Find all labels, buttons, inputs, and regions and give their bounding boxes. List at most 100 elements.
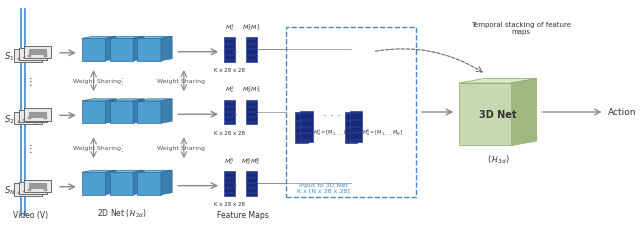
FancyBboxPatch shape [246, 100, 257, 125]
FancyBboxPatch shape [39, 57, 42, 59]
Polygon shape [512, 79, 536, 146]
Text: ⋮: ⋮ [117, 77, 125, 86]
Text: Feature Maps: Feature Maps [217, 210, 269, 219]
Text: ...: ... [232, 47, 238, 53]
Text: $M_2^N M_3^N$: $M_2^N M_3^N$ [241, 155, 261, 166]
Text: ⋮: ⋮ [26, 76, 35, 86]
Polygon shape [133, 171, 144, 195]
Polygon shape [138, 101, 161, 124]
Text: $S_1$: $S_1$ [4, 51, 15, 63]
Polygon shape [82, 39, 106, 61]
FancyBboxPatch shape [44, 189, 47, 191]
FancyBboxPatch shape [24, 180, 51, 192]
Text: $M_a^1=[M_{1,...,}M_N]$: $M_a^1=[M_{1,...,}M_N]$ [312, 127, 353, 138]
Text: $M_c^2$: $M_c^2$ [225, 84, 235, 95]
FancyBboxPatch shape [18, 122, 21, 123]
FancyBboxPatch shape [29, 50, 47, 56]
Polygon shape [109, 37, 144, 39]
Polygon shape [106, 171, 116, 195]
Polygon shape [109, 99, 144, 101]
FancyBboxPatch shape [24, 185, 42, 191]
Text: Input to 3D Net
K x [N x 28 x 28]: Input to 3D Net K x [N x 28 x 28] [297, 182, 349, 193]
Text: K x 28 x 28: K x 28 x 28 [214, 68, 245, 73]
Polygon shape [82, 101, 106, 124]
Text: Temporal stacking of feature
maps: Temporal stacking of feature maps [471, 22, 571, 34]
Polygon shape [161, 99, 172, 124]
FancyBboxPatch shape [44, 118, 47, 120]
Polygon shape [82, 171, 116, 173]
FancyBboxPatch shape [224, 171, 236, 196]
Text: $M_c^N$: $M_c^N$ [224, 155, 235, 166]
FancyBboxPatch shape [295, 112, 308, 144]
FancyBboxPatch shape [39, 191, 42, 193]
Text: Weight Sharing: Weight Sharing [73, 146, 121, 151]
Text: $M_a^K=[M_{1,...,}M_N]$: $M_a^K=[M_{1,...,}M_N]$ [362, 127, 403, 138]
Polygon shape [82, 173, 106, 195]
Text: . . .: . . . [323, 108, 341, 117]
Text: ⋮: ⋮ [26, 143, 35, 153]
FancyBboxPatch shape [14, 184, 42, 196]
FancyBboxPatch shape [28, 118, 31, 120]
Polygon shape [133, 37, 144, 61]
Text: Weight Sharing: Weight Sharing [157, 79, 205, 84]
Text: ...: ... [232, 181, 238, 187]
Polygon shape [109, 39, 133, 61]
Polygon shape [459, 79, 536, 84]
FancyBboxPatch shape [29, 112, 47, 118]
Text: ($\mathcal{H}_{3d}$): ($\mathcal{H}_{3d}$) [486, 153, 509, 165]
Text: Weight Sharing: Weight Sharing [157, 146, 205, 151]
Text: Action: Action [607, 108, 636, 117]
Text: 3D Net: 3D Net [479, 110, 516, 120]
Polygon shape [161, 37, 172, 61]
FancyBboxPatch shape [345, 112, 357, 144]
FancyBboxPatch shape [19, 187, 36, 193]
Text: K x 28 x 28: K x 28 x 28 [214, 130, 245, 135]
FancyBboxPatch shape [300, 111, 312, 142]
FancyBboxPatch shape [44, 56, 47, 57]
FancyBboxPatch shape [23, 120, 26, 122]
Text: ⋮: ⋮ [117, 144, 125, 153]
FancyBboxPatch shape [24, 47, 51, 59]
FancyBboxPatch shape [28, 189, 31, 191]
FancyBboxPatch shape [224, 100, 236, 125]
Polygon shape [138, 99, 172, 101]
FancyBboxPatch shape [34, 193, 37, 194]
Polygon shape [138, 171, 172, 173]
Polygon shape [109, 173, 133, 195]
Polygon shape [109, 171, 144, 173]
FancyBboxPatch shape [24, 109, 51, 121]
Polygon shape [106, 99, 116, 124]
Text: $M_2^1 M_3^1$: $M_2^1 M_3^1$ [242, 22, 260, 32]
Polygon shape [138, 39, 161, 61]
Text: $M_c^1$: $M_c^1$ [225, 22, 235, 32]
Polygon shape [106, 37, 116, 61]
FancyBboxPatch shape [14, 112, 42, 125]
Polygon shape [138, 37, 172, 39]
FancyBboxPatch shape [246, 38, 257, 63]
FancyBboxPatch shape [23, 57, 26, 59]
FancyBboxPatch shape [24, 114, 42, 120]
Text: $S_N$: $S_N$ [4, 184, 16, 196]
FancyBboxPatch shape [349, 111, 362, 142]
Polygon shape [161, 171, 172, 195]
FancyBboxPatch shape [19, 53, 36, 60]
FancyBboxPatch shape [18, 59, 21, 61]
FancyBboxPatch shape [23, 191, 26, 193]
Text: Weight Sharing: Weight Sharing [73, 79, 121, 84]
Text: $S_2$: $S_2$ [4, 113, 15, 125]
FancyBboxPatch shape [246, 171, 257, 196]
FancyBboxPatch shape [28, 56, 31, 57]
Polygon shape [133, 99, 144, 124]
FancyBboxPatch shape [29, 183, 47, 189]
Polygon shape [459, 84, 512, 146]
Text: K x 28 x 28: K x 28 x 28 [214, 201, 245, 206]
FancyBboxPatch shape [224, 38, 236, 63]
Text: Video (V): Video (V) [13, 210, 48, 219]
FancyBboxPatch shape [34, 59, 37, 61]
Polygon shape [138, 173, 161, 195]
FancyBboxPatch shape [19, 116, 36, 122]
FancyBboxPatch shape [14, 50, 42, 63]
FancyBboxPatch shape [19, 49, 47, 61]
Polygon shape [82, 37, 116, 39]
FancyBboxPatch shape [19, 111, 47, 123]
